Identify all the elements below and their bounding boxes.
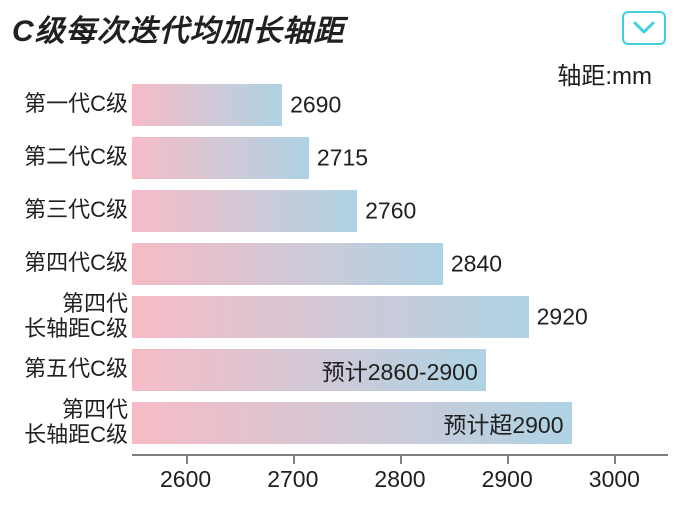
axis-tick-label: 2900 (482, 466, 533, 493)
bar-chart: 第一代C级 2690 第二代C级 2715 第三代C级 2760 第四代C级 2840 第四代 … (0, 78, 680, 498)
bar-row: 第四代 长轴距C级 2920 (0, 290, 680, 343)
axis-tick-label: 2600 (160, 466, 211, 493)
axis-tick (293, 454, 295, 464)
bar-value: 2690 (290, 91, 341, 118)
row-label: 第四代 长轴距C级 (0, 292, 132, 340)
bar-value: 2760 (365, 197, 416, 224)
axis-tick-label: 2800 (374, 466, 425, 493)
row-label: 第四代C级 (0, 251, 132, 275)
bar (132, 84, 282, 126)
row-label: 第五代C级 (0, 357, 132, 381)
chevron-down-icon (633, 21, 655, 35)
axis-tick (186, 454, 188, 464)
title-bar: C级每次迭代均加长轴距 (0, 0, 680, 54)
axis-tick-label: 2700 (267, 466, 318, 493)
bar-area: 2690 (132, 84, 680, 126)
bar-row: 第三代C级 2760 (0, 184, 680, 237)
bar-value: 2715 (317, 144, 368, 171)
bar-value: 预计超2900 (443, 406, 563, 440)
bar-row: 第一代C级 2690 (0, 78, 680, 131)
bar (132, 296, 529, 338)
bar-area: 2715 (132, 137, 680, 179)
row-label: 第三代C级 (0, 198, 132, 222)
axis-tick (507, 454, 509, 464)
bar (132, 243, 443, 285)
bar (132, 190, 357, 232)
bar-row: 第四代C级 2840 (0, 237, 680, 290)
row-label: 第一代C级 (0, 92, 132, 116)
row-label: 第二代C级 (0, 145, 132, 169)
bar (132, 137, 309, 179)
bar-area: 预计超2900 (132, 402, 680, 444)
chart-title: C级每次迭代均加长轴距 (12, 6, 345, 50)
expand-button[interactable] (622, 11, 666, 45)
bar-row: 第二代C级 2715 (0, 131, 680, 184)
axis-tick (400, 454, 402, 464)
axis-tick-label: 3000 (589, 466, 640, 493)
bar-value: 2840 (451, 250, 502, 277)
axis-tick (614, 454, 616, 464)
bar-area: 2760 (132, 190, 680, 232)
bar-area: 2840 (132, 243, 680, 285)
bar-area: 2920 (132, 296, 680, 338)
bar-value: 预计2860-2900 (322, 353, 478, 387)
bar-row: 第四代 长轴距C级 预计超2900 (0, 396, 680, 449)
row-label: 第四代 长轴距C级 (0, 398, 132, 446)
bar-row: 第五代C级 预计2860-2900 (0, 343, 680, 396)
bar-area: 预计2860-2900 (132, 349, 680, 391)
bar-value: 2920 (537, 303, 588, 330)
